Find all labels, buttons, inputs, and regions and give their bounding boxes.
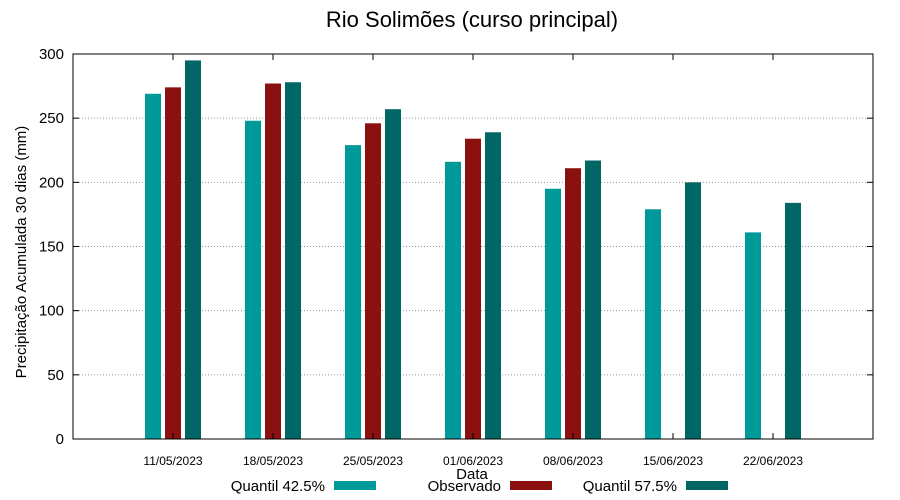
y-tick-label: 300 (39, 46, 64, 63)
x-tick-label: 25/05/2023 (343, 454, 403, 468)
bar (685, 182, 701, 440)
x-tick-label: 22/06/2023 (743, 454, 803, 468)
y-ticks: 0 50 100 150 200 250 300 (39, 46, 873, 448)
legend-swatch (334, 481, 376, 490)
bars (145, 60, 801, 440)
x-tick-label: 18/05/2023 (243, 454, 303, 468)
bar (485, 132, 501, 440)
x-tick-label: 08/06/2023 (543, 454, 603, 468)
y-tick-label: 250 (39, 110, 64, 127)
bar (785, 202, 801, 439)
y-tick-label: 50 (47, 367, 64, 384)
y-axis-label: Precipitação Acumulada 30 dias (mm) (13, 126, 30, 379)
bar (385, 109, 401, 439)
bar (365, 123, 381, 440)
bar (465, 138, 481, 439)
bar (285, 82, 301, 439)
legend-label: Quantil 42.5% (231, 478, 325, 495)
y-tick-label: 200 (39, 174, 64, 191)
x-tick-label: 11/05/2023 (143, 454, 202, 468)
x-ticks: 11/05/2023 18/05/2023 25/05/2023 01/06/2023… (143, 54, 803, 468)
bar (745, 232, 761, 439)
legend-swatch (686, 481, 728, 490)
x-tick-label: 01/06/2023 (443, 454, 503, 468)
bar (185, 60, 201, 440)
x-axis-label: Data (456, 466, 488, 483)
bar (265, 83, 281, 440)
bar (245, 120, 261, 439)
y-tick-label: 100 (39, 303, 64, 320)
bar (585, 160, 601, 439)
bar (645, 209, 661, 439)
legend-swatch (510, 481, 552, 490)
bar (145, 93, 161, 440)
chart-title: Rio Solimões (curso principal) (326, 7, 618, 32)
bar (445, 161, 461, 440)
bar (545, 188, 561, 439)
y-tick-label: 150 (39, 239, 64, 256)
bar (165, 87, 181, 439)
y-tick-label: 0 (56, 431, 64, 448)
bar (345, 145, 361, 439)
bar (565, 168, 581, 439)
legend-label: Quantil 57.5% (583, 478, 677, 495)
legend: Quantil 42.5% Observado Quantil 57.5% (231, 478, 728, 495)
legend-label: Observado (428, 478, 501, 495)
x-tick-label: 15/06/2023 (643, 454, 703, 468)
